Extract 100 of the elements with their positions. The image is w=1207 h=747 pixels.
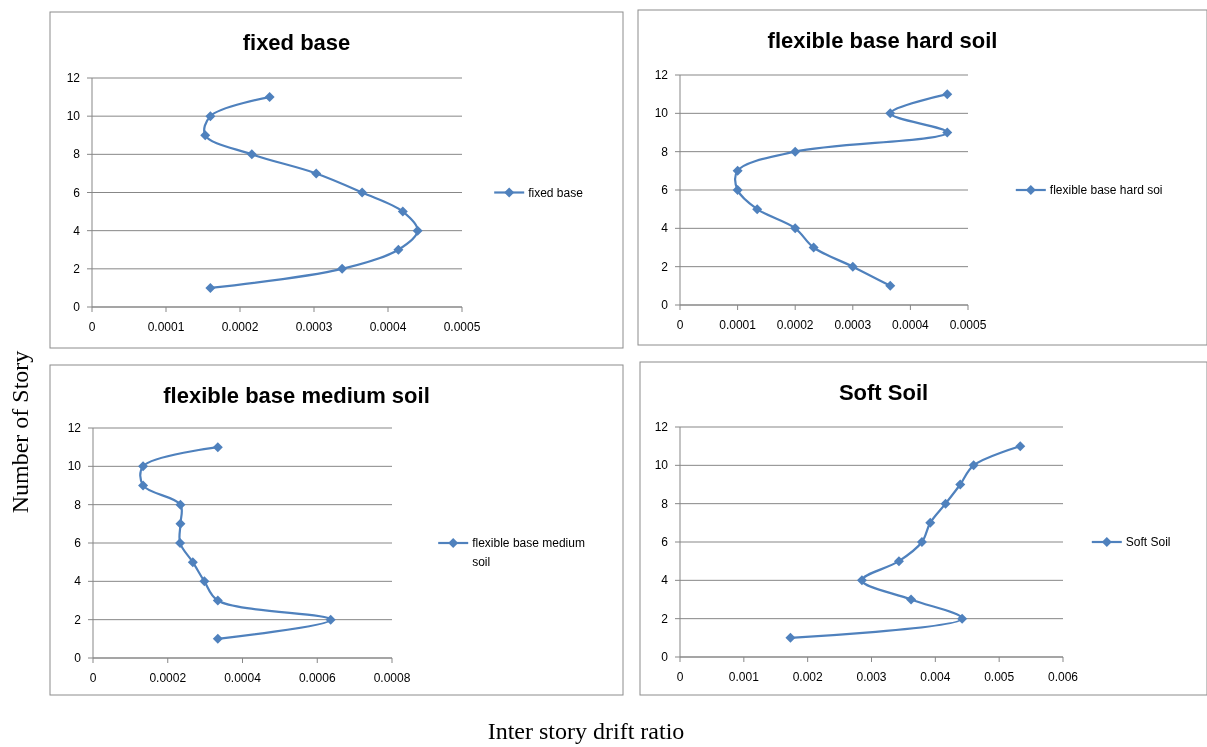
point [1015, 441, 1026, 452]
point [790, 223, 801, 234]
x-tick-label: 0.0002 [221, 320, 259, 334]
point [808, 242, 819, 253]
y-tick-label: 8 [74, 497, 82, 512]
y-tick-label: 6 [661, 535, 669, 549]
x-tick-label: 0.0003 [295, 320, 333, 334]
point [885, 108, 896, 119]
point [138, 461, 149, 472]
y-tick-label: 10 [654, 458, 669, 473]
point [212, 633, 223, 644]
point [906, 594, 917, 605]
y-tick-label: 12 [654, 420, 669, 434]
chart-title: flexible base medium soil [163, 383, 430, 408]
point [212, 595, 223, 606]
point [893, 556, 904, 567]
point [175, 538, 186, 548]
x-tick-label: 0.005 [984, 670, 1015, 684]
chart-title: fixed base [242, 30, 351, 55]
legend-label: flexible base medium soil [472, 536, 585, 569]
point [942, 127, 953, 138]
point [856, 575, 867, 586]
y-tick-label: 10 [66, 109, 81, 124]
x-tick-label: 0 [89, 671, 97, 685]
y-tick-label: 4 [661, 573, 669, 588]
y-tick-label: 8 [73, 147, 81, 162]
y-tick-label: 12 [67, 421, 82, 435]
point [205, 111, 216, 122]
point [885, 280, 896, 291]
point [337, 263, 348, 274]
y-tick-label: 0 [661, 298, 669, 312]
y-tick-label: 6 [74, 536, 82, 550]
y-tick-label: 4 [73, 223, 81, 238]
x-axis-title: Inter story drift ratio [487, 718, 685, 744]
x-tick-label: 0.0001 [147, 320, 185, 334]
point [199, 576, 210, 587]
y-tick-label: 8 [661, 496, 669, 511]
y-tick-label: 12 [654, 68, 669, 82]
point [397, 206, 408, 217]
point [957, 613, 968, 624]
x-tick-label: 0.0004 [892, 318, 930, 332]
point [212, 442, 223, 453]
x-tick-label: 0.0008 [373, 671, 411, 685]
point [916, 537, 927, 547]
y-axis-title: Number of Story [7, 350, 33, 514]
point [205, 282, 216, 293]
point [847, 261, 858, 272]
point [187, 557, 198, 568]
chart-title: Soft Soil [838, 380, 929, 405]
point [200, 130, 211, 141]
point [357, 187, 368, 198]
point [412, 225, 423, 236]
x-tick-label: 0.004 [920, 670, 951, 684]
point [785, 632, 796, 643]
x-tick-label: 0.0001 [719, 318, 757, 332]
x-tick-label: 0 [676, 318, 684, 332]
x-tick-label: 0.002 [792, 670, 824, 684]
point [752, 204, 763, 215]
x-tick-label: 0.0005 [443, 320, 481, 334]
chart-title: flexible base hard soil [767, 28, 998, 53]
point [311, 168, 322, 179]
x-tick-label: 0.0005 [949, 318, 987, 332]
x-tick-label: 0.003 [856, 670, 887, 684]
x-tick-label: 0.0004 [369, 320, 407, 334]
x-tick-label: 0.0002 [149, 671, 187, 685]
x-tick-label: 0 [676, 670, 684, 684]
y-tick-label: 2 [661, 611, 669, 626]
point [393, 244, 404, 255]
x-tick-label: 0.0004 [224, 671, 262, 685]
y-tick-label: 8 [661, 144, 669, 159]
y-tick-label: 10 [654, 106, 669, 121]
point [790, 146, 801, 157]
y-tick-label: 2 [74, 612, 82, 627]
point [940, 498, 951, 509]
point [246, 149, 257, 160]
y-tick-label: 2 [73, 261, 81, 276]
y-tick-label: 0 [74, 651, 82, 665]
y-tick-label: 4 [661, 221, 669, 236]
y-tick-label: 2 [661, 259, 669, 274]
point [968, 460, 979, 471]
point [175, 518, 186, 529]
point [732, 185, 743, 195]
y-tick-label: 12 [66, 71, 81, 85]
y-tick-label: 0 [661, 650, 669, 664]
point [732, 165, 743, 176]
legend-label: fixed base [528, 185, 584, 200]
x-tick-label: 0 [88, 320, 96, 334]
point [264, 92, 275, 103]
y-tick-label: 6 [661, 183, 669, 197]
legend-label: flexible base hard soi [1049, 183, 1163, 197]
point [955, 479, 966, 490]
y-tick-label: 4 [74, 574, 82, 589]
legend-label: Soft Soil [1125, 535, 1171, 549]
point [942, 89, 953, 100]
y-tick-label: 6 [73, 185, 81, 200]
x-tick-label: 0.0006 [298, 671, 336, 685]
point [175, 499, 186, 510]
y-tick-label: 10 [67, 459, 82, 474]
point [325, 614, 336, 625]
y-tick-label: 0 [73, 300, 81, 314]
